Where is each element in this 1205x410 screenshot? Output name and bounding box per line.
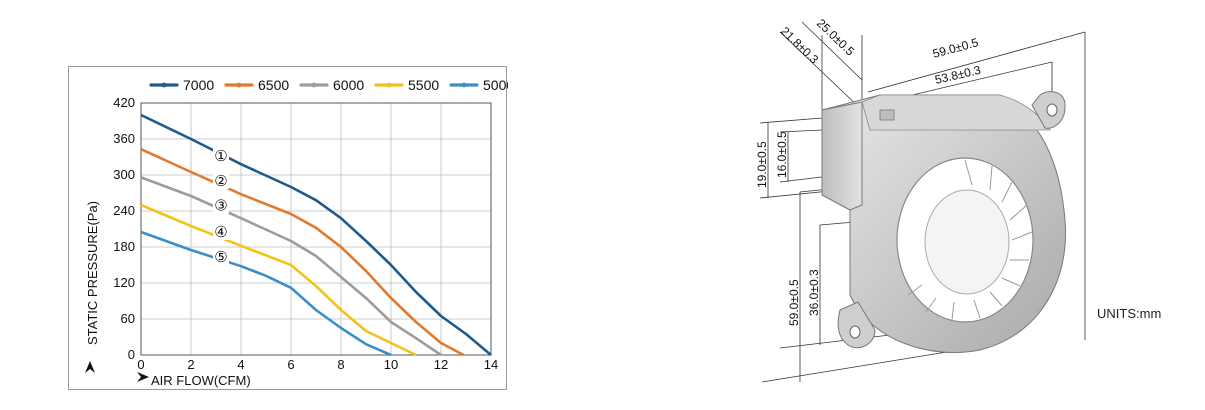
curve-marker-bg (213, 172, 229, 189)
mounting-hole-bottom-icon (849, 325, 861, 339)
curve-marker-bg (213, 146, 229, 164)
y-axis-arrow-icon (85, 361, 95, 373)
x-tick-label: 14 (484, 357, 498, 372)
blower-fan-illustration: 21.8±0.3 25.0±0.5 59.0±0.5 53.8±0.3 19.0… (755, 16, 1086, 383)
x-tick-label: 0 (137, 357, 144, 372)
legend-swatch-dot (386, 82, 392, 88)
legend-swatch-dot (461, 82, 467, 88)
y-axis-label: STATIC PRESSURE(Pa) (85, 201, 100, 345)
y-tick-label: 240 (113, 203, 135, 218)
dim-side-b: 16.0±0.5 (775, 131, 789, 178)
y-tick-label: 180 (113, 239, 135, 254)
housing-top (861, 94, 1051, 131)
curve-marker-bg (213, 196, 229, 214)
x-tick-label: 12 (434, 357, 448, 372)
series-line-6500 (140, 148, 465, 357)
legend-label-6000: 6000 (333, 77, 364, 93)
curve-marker-7000: ① (214, 147, 227, 165)
y-tick-label: 300 (113, 167, 135, 182)
x-tick-label: 6 (287, 357, 294, 372)
mounting-hole-top-icon (1046, 103, 1058, 117)
dim-width-inner: 53.8±0.3 (934, 63, 983, 87)
legend-swatch-dot (161, 82, 167, 88)
impeller-blades (907, 159, 1033, 321)
legend: 7000 6500 6000 5500 5000 (149, 77, 508, 93)
blower-dimension-drawing: 21.8±0.3 25.0±0.5 59.0±0.5 53.8±0.3 19.0… (740, 10, 1120, 390)
top-clip (879, 109, 895, 121)
series-line-5500 (140, 203, 417, 357)
plot-frame (140, 102, 492, 356)
dim-width-overall: 59.0±0.5 (931, 35, 980, 61)
dim-height-inner: 36.0±0.3 (807, 269, 821, 316)
y-tick-label: 0 (128, 347, 135, 362)
y-tick-label: 120 (113, 275, 135, 290)
curve-marker-5500: ④ (214, 223, 227, 241)
dim-side-a: 19.0±0.5 (755, 141, 769, 188)
legend-swatch-dot (236, 82, 242, 88)
y-tick-label: 420 (113, 95, 135, 110)
x-axis-arrow-icon (137, 372, 149, 382)
curve-marker-6500: ② (214, 172, 227, 190)
legend-swatch-dot (311, 82, 317, 88)
dim-height-overall: 59.0±0.5 (787, 279, 801, 326)
fan-performance-chart: 0 2 4 6 8 10 12 14 0 60 120 180 240 300 360 420 ① ② ③ ④ ⑤ 7… (68, 66, 508, 390)
y-tick-label: 60 (121, 311, 135, 326)
legend-label-7000: 7000 (183, 77, 214, 93)
curve-marker-5000: ⑤ (214, 248, 227, 266)
x-tick-label: 2 (187, 357, 194, 372)
dim-top-left-a: 21.8±0.3 (778, 24, 821, 67)
mounting-ear-bottom (837, 301, 876, 349)
curve-marker-bg (213, 223, 229, 240)
curve-markers: ① ② ③ ④ ⑤ (213, 146, 229, 266)
axes (140, 102, 492, 356)
x-tick-label: 10 (384, 357, 398, 372)
curve-marker-6000: ③ (214, 197, 227, 215)
units-label: UNITS:mm (1097, 306, 1162, 321)
dim-top-left-b: 25.0±0.5 (814, 16, 857, 59)
curve-marker-bg (213, 248, 229, 266)
legend-label-6500: 6500 (258, 77, 289, 93)
x-axis-label: AIR FLOW(CFM) (151, 373, 251, 388)
y-tick-label: 360 (113, 131, 135, 146)
series-line-7000 (140, 113, 492, 356)
grid (140, 102, 492, 356)
legend-label-5500: 5500 (408, 77, 439, 93)
chart-svg: 0 2 4 6 8 10 12 14 0 60 120 180 240 300 360 420 ① ② ③ ④ ⑤ 7… (85, 77, 508, 388)
series-line-5000 (140, 230, 392, 357)
outlet-duct (821, 101, 863, 211)
x-tick-label: 8 (337, 357, 344, 372)
impeller-hub (924, 189, 1010, 295)
tick-labels: 0 2 4 6 8 10 12 14 0 60 120 180 240 300 360 420 (113, 95, 498, 372)
legend-label-5000: 5000 (483, 77, 508, 93)
x-tick-label: 4 (237, 357, 244, 372)
